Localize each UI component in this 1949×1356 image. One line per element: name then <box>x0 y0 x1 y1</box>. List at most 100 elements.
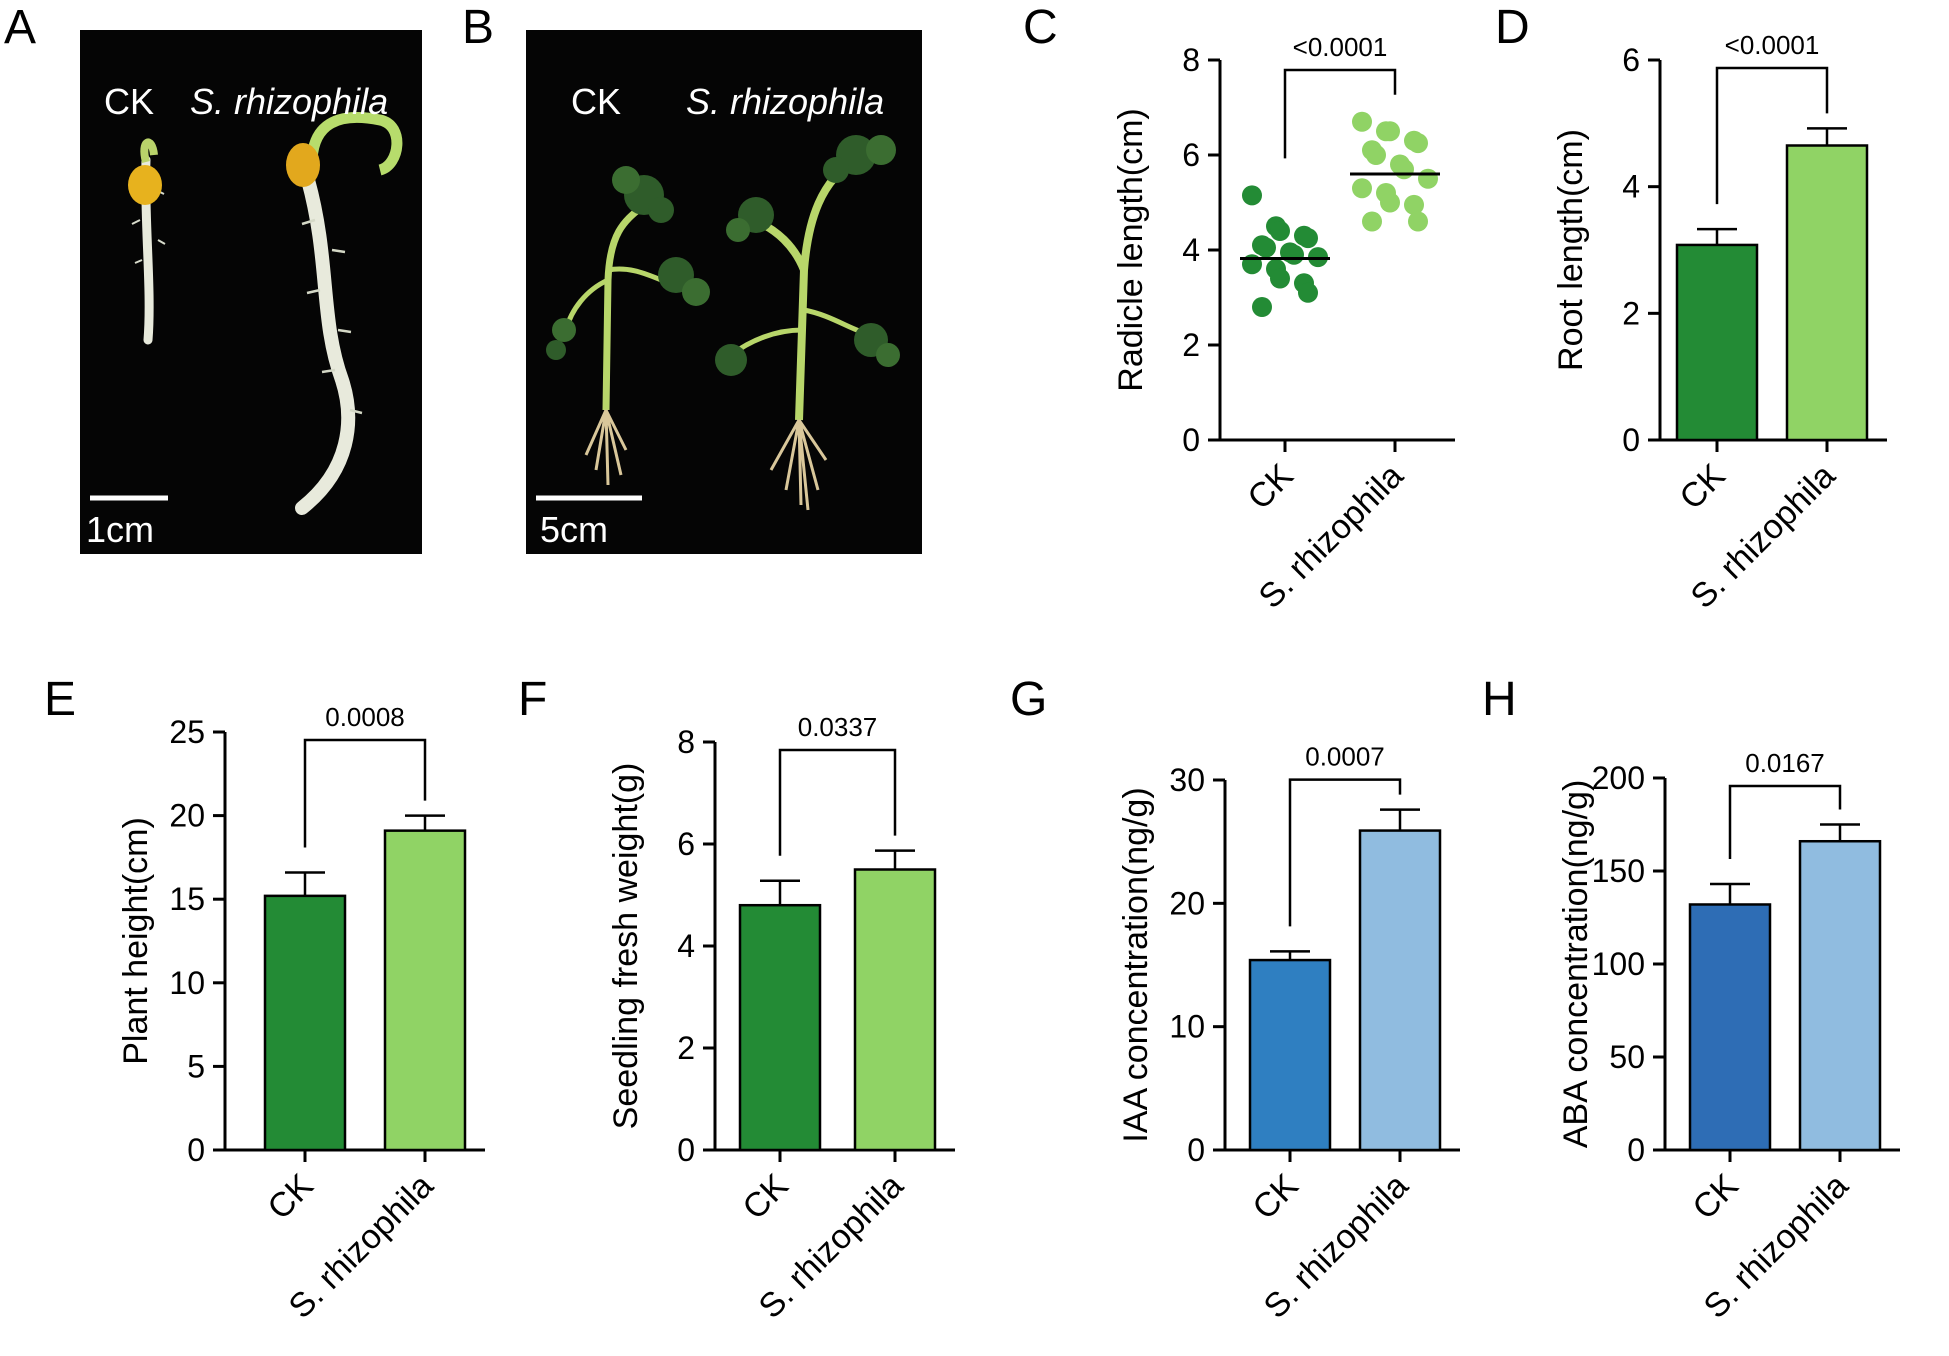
significance-bracket-h <box>1728 784 1842 860</box>
bar-h-ck <box>1688 903 1772 1152</box>
panel-letter-e: E <box>44 673 77 726</box>
x-category-label-c: CK <box>1240 457 1300 517</box>
ck-roots <box>584 409 628 486</box>
bar-f-ck <box>738 903 822 1152</box>
bar-e-ck <box>263 894 347 1152</box>
point-c-sr <box>1380 192 1400 213</box>
sr-radicle <box>295 173 356 515</box>
significance-bracket-e <box>303 738 427 848</box>
y-tick-label-g: 0 <box>1187 1132 1205 1168</box>
point-c-sr <box>1366 145 1386 165</box>
bar-f-sr <box>853 868 937 1152</box>
y-tick-label-g: 20 <box>1169 885 1205 921</box>
x-category-label-h: CK <box>1685 1167 1745 1227</box>
y-tick-label-e: 15 <box>169 881 205 917</box>
significance-bracket-f <box>778 748 897 856</box>
y-tick-label-h: 200 <box>1592 760 1645 796</box>
point-c-sr <box>1394 159 1414 180</box>
p-value-label-g: 0.0007 <box>1305 742 1385 772</box>
sr-seed <box>286 143 320 187</box>
panel-letter-b: B <box>462 1 495 54</box>
x-category-label-f: CK <box>735 1167 795 1227</box>
y-axis-label-c: Radicle length(cm) <box>1112 108 1150 391</box>
point-c-sr <box>1408 211 1428 232</box>
y-tick-label-f: 4 <box>677 928 695 964</box>
bar-d-sr <box>1785 144 1869 442</box>
sr-roots <box>769 419 828 511</box>
y-tick-label-c: 4 <box>1182 232 1200 268</box>
point-c-sr <box>1404 194 1424 215</box>
p-value-label-f: 0.0337 <box>798 712 878 742</box>
y-tick-label-d: 0 <box>1622 422 1640 458</box>
bar-g-sr <box>1358 829 1442 1152</box>
y-tick-label-e: 25 <box>169 714 205 750</box>
p-value-label-d: <0.0001 <box>1725 30 1820 60</box>
point-c-ck <box>1284 244 1304 265</box>
panel-letter-a: A <box>4 1 37 54</box>
y-tick-label-g: 10 <box>1169 1009 1205 1045</box>
bar-h-sr <box>1798 839 1882 1152</box>
y-tick-label-c: 0 <box>1182 422 1200 458</box>
y-tick-label-d: 2 <box>1622 295 1640 331</box>
photo-b-ck-label: CK <box>571 81 621 122</box>
point-c-ck <box>1270 221 1290 241</box>
y-tick-label-e: 20 <box>169 798 205 834</box>
point-c-ck <box>1298 282 1318 303</box>
photo-b-scale-label: 5cm <box>540 509 608 550</box>
y-axis-label-g: IAA concentration(ng/g) <box>1117 787 1155 1142</box>
point-c-sr <box>1362 211 1382 232</box>
x-category-label-e: CK <box>260 1167 320 1227</box>
sr-shoot <box>306 111 403 176</box>
y-tick-label-c: 6 <box>1182 137 1200 173</box>
y-tick-label-h: 150 <box>1592 853 1645 889</box>
y-axis-label-e: Plant height(cm) <box>117 817 155 1065</box>
y-tick-label-h: 50 <box>1609 1039 1645 1075</box>
x-category-label-g: CK <box>1245 1167 1305 1227</box>
x-category-label-d: CK <box>1672 457 1732 517</box>
y-tick-label-h: 0 <box>1627 1132 1645 1168</box>
y-axis-label-h: ABA concentration(ng/g) <box>1557 780 1595 1149</box>
bar-d-ck <box>1675 243 1759 442</box>
ck-seed <box>128 165 162 205</box>
y-tick-label-c: 8 <box>1182 42 1200 78</box>
point-c-ck <box>1298 228 1318 249</box>
y-tick-label-e: 5 <box>187 1048 205 1084</box>
point-c-ck <box>1242 185 1262 206</box>
y-tick-label-f: 6 <box>677 826 695 862</box>
significance-bracket-c <box>1283 68 1397 159</box>
significance-bracket-g <box>1288 778 1402 927</box>
y-tick-label-e: 10 <box>169 965 205 1001</box>
y-axis-label-f: Seedling fresh weight(g) <box>607 763 645 1130</box>
point-c-sr <box>1380 121 1400 142</box>
point-c-ck <box>1256 237 1276 258</box>
photo-a-sr-label: S. rhizophila <box>190 81 388 122</box>
bar-g-ck <box>1248 958 1332 1152</box>
point-c-sr <box>1352 111 1372 132</box>
y-tick-label-f: 8 <box>677 724 695 760</box>
panel-letter-f: F <box>518 673 548 726</box>
point-c-sr <box>1352 178 1372 199</box>
point-c-ck <box>1252 297 1272 317</box>
point-c-sr <box>1408 133 1428 154</box>
y-tick-label-e: 0 <box>187 1132 205 1168</box>
panel-letter-h: H <box>1482 673 1517 726</box>
point-c-ck <box>1270 268 1290 289</box>
panel-letter-g: G <box>1010 673 1048 726</box>
photo-a-germination: CK S. rhizophila 1cm <box>80 30 422 554</box>
panel-letter-d: D <box>1495 1 1530 54</box>
y-tick-label-c: 2 <box>1182 327 1200 363</box>
photo-a-ck-label: CK <box>104 81 154 122</box>
significance-bracket-d <box>1715 66 1829 205</box>
y-tick-label-d: 6 <box>1622 42 1640 78</box>
y-axis-label-d: Root length(cm) <box>1552 129 1590 371</box>
p-value-label-e: 0.0008 <box>325 702 405 732</box>
panel-letter-c: C <box>1023 1 1058 54</box>
photo-b-sr-label: S. rhizophila <box>686 81 884 122</box>
y-tick-label-f: 0 <box>677 1132 695 1168</box>
